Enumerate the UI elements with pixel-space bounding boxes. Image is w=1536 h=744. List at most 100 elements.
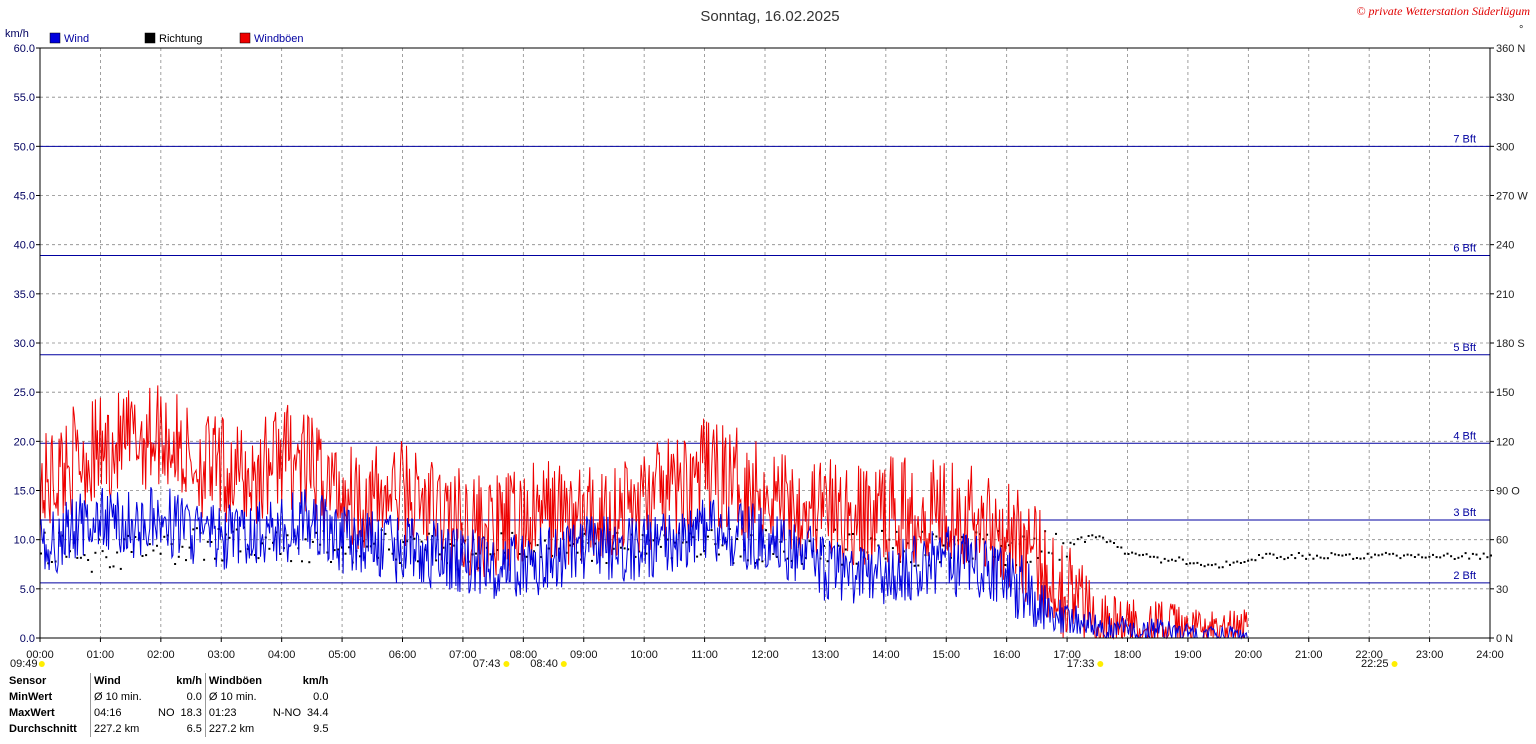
direction-point bbox=[417, 560, 419, 563]
legend-label-wind: Wind bbox=[64, 33, 89, 45]
direction-point bbox=[76, 556, 79, 559]
direction-point bbox=[409, 536, 412, 539]
y2-tick-label: 300 bbox=[1496, 141, 1514, 153]
stats-gust-info: Ø 10 min. bbox=[204, 689, 270, 705]
direction-point bbox=[1073, 543, 1076, 546]
direction-point bbox=[308, 561, 311, 564]
direction-point bbox=[1297, 552, 1300, 554]
sun-marker-icon bbox=[1391, 661, 1398, 667]
direction-point bbox=[511, 531, 514, 534]
direction-point bbox=[1247, 559, 1250, 562]
direction-point bbox=[435, 559, 438, 562]
direction-point bbox=[50, 561, 53, 563]
direction-point bbox=[188, 546, 191, 549]
direction-point bbox=[757, 558, 760, 561]
stats-row-label: MinWert bbox=[9, 691, 53, 703]
direction-point bbox=[1283, 558, 1286, 561]
direction-point bbox=[1239, 562, 1242, 564]
direction-point bbox=[420, 540, 423, 543]
stats-wind-value: 6.5 bbox=[186, 723, 202, 735]
direction-point bbox=[576, 551, 579, 554]
beaufort-label: 6 Bft bbox=[1453, 242, 1476, 254]
x-tick-label: 23:00 bbox=[1416, 649, 1444, 661]
x-tick-label: 13:00 bbox=[812, 649, 840, 661]
direction-point bbox=[388, 548, 390, 551]
y-tick-label: 55.0 bbox=[14, 92, 35, 104]
sun-marker-icon bbox=[38, 661, 45, 667]
direction-point bbox=[475, 552, 477, 555]
y2-axis-ticks: 0 N 30 60 90 O 120 150 180 S 210 240 270 W 300 330 3… bbox=[1490, 43, 1528, 645]
legend-swatch-gust bbox=[239, 32, 251, 44]
direction-point bbox=[123, 538, 126, 541]
direction-point bbox=[935, 535, 938, 538]
direction-point bbox=[337, 548, 340, 551]
direction-point bbox=[623, 547, 626, 550]
stats-wind-info: 227.2 km bbox=[90, 721, 155, 737]
direction-point bbox=[652, 539, 655, 542]
direction-point bbox=[1218, 566, 1221, 569]
direction-point bbox=[1312, 557, 1315, 560]
direction-point bbox=[500, 532, 503, 535]
direction-point bbox=[1250, 558, 1253, 561]
copyright-text: © private Wetterstation Süderlügum bbox=[1356, 4, 1530, 18]
stats-wind-info: Ø 10 min. bbox=[90, 689, 155, 705]
direction-point bbox=[1113, 542, 1115, 544]
direction-point bbox=[1348, 553, 1351, 556]
direction-point bbox=[1290, 554, 1293, 556]
direction-point bbox=[565, 551, 568, 554]
direction-point bbox=[982, 538, 985, 541]
y2-tick-label: 360 N bbox=[1496, 43, 1525, 55]
y2-tick-label: 180 S bbox=[1496, 338, 1525, 350]
direction-point bbox=[1243, 561, 1246, 563]
direction-point bbox=[754, 562, 757, 565]
direction-point bbox=[540, 556, 543, 558]
x-tick-label: 05:00 bbox=[328, 649, 356, 661]
direction-point bbox=[826, 560, 829, 563]
direction-point bbox=[1334, 553, 1337, 556]
direction-point bbox=[301, 560, 303, 563]
direction-point bbox=[1442, 554, 1445, 557]
direction-point bbox=[1388, 553, 1391, 556]
x-tick-label: 15:00 bbox=[932, 649, 960, 661]
direction-point bbox=[90, 570, 93, 573]
direction-point bbox=[1413, 556, 1416, 558]
direction-point bbox=[438, 553, 441, 556]
direction-point bbox=[627, 548, 630, 551]
direction-point bbox=[736, 538, 738, 540]
direction-point bbox=[398, 562, 401, 564]
direction-point bbox=[645, 552, 648, 555]
direction-point bbox=[1374, 553, 1376, 556]
x-tick-label: 19:00 bbox=[1174, 649, 1202, 661]
direction-point bbox=[177, 555, 180, 558]
direction-point bbox=[1221, 566, 1224, 569]
direction-point bbox=[525, 555, 528, 558]
sun-marker-label: 08:40 bbox=[530, 658, 558, 670]
direction-point bbox=[1482, 552, 1485, 555]
direction-point bbox=[1181, 558, 1184, 561]
direction-point bbox=[848, 533, 851, 536]
direction-point bbox=[134, 536, 137, 538]
direction-point bbox=[1294, 557, 1297, 560]
direction-point bbox=[605, 562, 608, 564]
direction-point bbox=[1084, 540, 1086, 543]
direction-point bbox=[1036, 557, 1039, 559]
x-tick-label: 02:00 bbox=[147, 649, 175, 661]
x-tick-label: 17:00 bbox=[1053, 649, 1081, 661]
direction-point bbox=[1265, 552, 1268, 555]
direction-point bbox=[1258, 554, 1260, 556]
direction-point bbox=[108, 566, 111, 569]
direction-point bbox=[910, 561, 912, 564]
direction-point bbox=[1004, 564, 1007, 566]
direction-point bbox=[1341, 554, 1344, 557]
direction-point bbox=[1279, 555, 1282, 558]
direction-point bbox=[1446, 552, 1449, 555]
direction-point bbox=[1185, 563, 1188, 565]
stats-gust-value: 9.5 bbox=[313, 723, 329, 735]
y2-tick-label: 270 W bbox=[1496, 191, 1528, 203]
direction-point bbox=[659, 545, 662, 548]
legend-swatch-wind bbox=[49, 32, 61, 44]
direction-point bbox=[340, 546, 343, 549]
x-tick-label: 14:00 bbox=[872, 649, 900, 661]
x-tick-label: 09:00 bbox=[570, 649, 598, 661]
